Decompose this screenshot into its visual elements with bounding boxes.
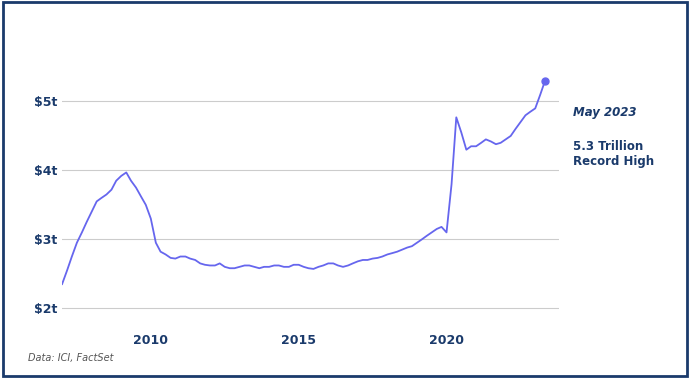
Text: Data: ICI, FactSet: Data: ICI, FactSet <box>28 353 113 363</box>
Text: May 2023: May 2023 <box>573 106 636 119</box>
Text: 5.3 Trillion
Record High: 5.3 Trillion Record High <box>573 140 654 168</box>
Text: Total Assets in U.S. Money Market Funds (Jan 2007 – May 2023): Total Assets in U.S. Money Market Funds … <box>49 14 641 32</box>
